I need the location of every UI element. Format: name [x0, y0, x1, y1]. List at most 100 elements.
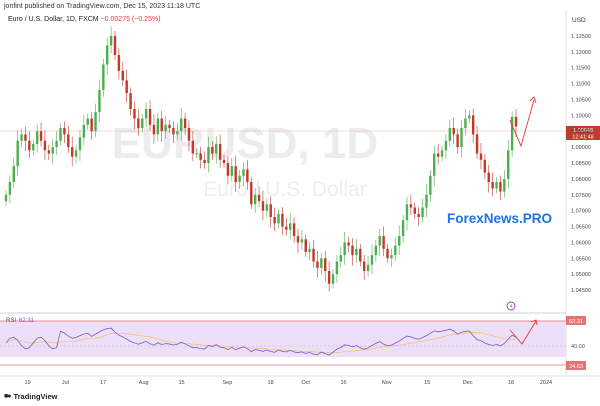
candle-body: [440, 150, 444, 157]
candle-body: [261, 201, 265, 211]
price-axis-tick: 1.08000: [571, 177, 591, 183]
price-tag-value: 1.09648: [573, 128, 593, 134]
candle-body: [172, 128, 175, 135]
candle-body: [4, 194, 8, 202]
candle-body: [370, 255, 374, 265]
candle-body: [452, 128, 455, 135]
rsi-band: [0, 321, 566, 357]
candle-body: [436, 153, 440, 157]
candle-body: [382, 236, 385, 249]
candle-body: [343, 242, 346, 256]
candle-body: [242, 169, 245, 176]
time-axis-tick: Oct: [301, 380, 310, 386]
currency-label: USD: [572, 17, 586, 24]
candle-body: [479, 153, 483, 160]
candle-body: [47, 150, 51, 154]
candle-body: [24, 134, 27, 141]
candle-body: [137, 118, 140, 129]
candle-body: [8, 182, 12, 195]
time-axis: 19 Jul 17 Aug 15 Sep 18 Oct 16 Nov 15 Dec 18 2024: [25, 380, 553, 386]
rsi-lower-tag-value: 24.63: [569, 364, 583, 370]
candle-body: [144, 108, 148, 119]
candle-body: [94, 112, 97, 132]
candle-body: [32, 143, 35, 151]
candle-body: [421, 207, 424, 218]
price-axis-tick: 1.07000: [571, 209, 591, 215]
candle-body: [20, 134, 23, 141]
candle-body: [475, 134, 479, 154]
time-axis-tick: 15: [424, 380, 430, 386]
price-axis-tick: 1.09000: [571, 145, 591, 151]
candle-body: [374, 245, 378, 256]
forecast-arrow-rsi: [509, 320, 537, 345]
candle-body: [86, 118, 89, 125]
time-axis-tick: 2024: [540, 380, 552, 386]
rsi-upper-tag-value: 62.31: [569, 319, 583, 325]
candle-body: [273, 217, 276, 224]
candle-body: [16, 140, 19, 167]
footer-label: TradingView: [13, 392, 58, 401]
candle-body: [59, 128, 62, 141]
candle-body: [265, 204, 269, 211]
candle-body: [230, 166, 234, 176]
candle-body: [117, 54, 121, 71]
candle-body: [491, 182, 494, 189]
candle-body: [366, 264, 370, 272]
candle-body: [133, 108, 136, 119]
candle-body: [222, 159, 226, 163]
price-axis-tick: 1.09500: [571, 129, 591, 135]
candle-body: [401, 220, 405, 237]
price-axis-tick: 1.12000: [571, 50, 591, 56]
time-axis-tick: 16: [340, 380, 346, 386]
rsi-lower-tag: [566, 361, 586, 370]
price-axis-tick: 1.06500: [571, 225, 591, 231]
candle-body: [234, 166, 237, 183]
candle-body: [320, 258, 323, 268]
candle-body: [292, 223, 296, 237]
candle-body: [394, 245, 397, 256]
rsi-mid-value: 40.00: [571, 344, 585, 350]
candle-body: [409, 204, 413, 208]
candle-body: [514, 116, 518, 127]
candle-body: [98, 89, 101, 113]
candle-body: [129, 93, 132, 109]
candle-body: [281, 213, 284, 227]
candle-body: [378, 236, 381, 246]
candle-body: [152, 124, 156, 135]
price-axis-tick: 1.11000: [571, 82, 590, 88]
candle-body: [102, 64, 105, 90]
candle-body: [417, 213, 420, 218]
candle-body: [63, 128, 66, 135]
candle-body: [250, 182, 253, 205]
candle-body: [327, 271, 331, 284]
price-axis: 1.12500 1.12000 1.11500 1.11000 1.10500 1.100…: [571, 34, 591, 294]
price-tag: [566, 126, 600, 140]
candle-body: [386, 248, 389, 259]
candle-body: [429, 175, 432, 195]
price-axis-tick: 1.05500: [571, 256, 591, 262]
candle-body: [456, 134, 459, 148]
candle-body: [277, 213, 280, 224]
candle-body: [78, 137, 82, 151]
watermark-name: Euro / U.S. Dollar: [203, 178, 366, 201]
rsi-ma-line: [5, 332, 517, 354]
time-axis-tick: Jul: [62, 380, 69, 386]
candle-body: [487, 172, 490, 183]
candle-body: [312, 248, 315, 262]
candle-body: [362, 261, 366, 272]
candle-body: [331, 274, 335, 284]
price-axis-tick: 1.11500: [571, 66, 590, 72]
footer: ■● TradingView: [4, 392, 58, 401]
candle-body: [300, 239, 304, 243]
time-axis-tick: 19: [25, 380, 31, 386]
candle-body: [55, 140, 58, 148]
candle-body: [183, 118, 187, 129]
forecast-arrowhead-rsi: [530, 319, 538, 326]
candle-body: [324, 258, 327, 272]
candle-body: [304, 239, 307, 252]
price-axis-tick: 1.06000: [571, 240, 591, 246]
candle-body: [507, 150, 510, 179]
candle-body: [226, 163, 230, 176]
price-axis-tick: 1.08500: [571, 161, 591, 167]
